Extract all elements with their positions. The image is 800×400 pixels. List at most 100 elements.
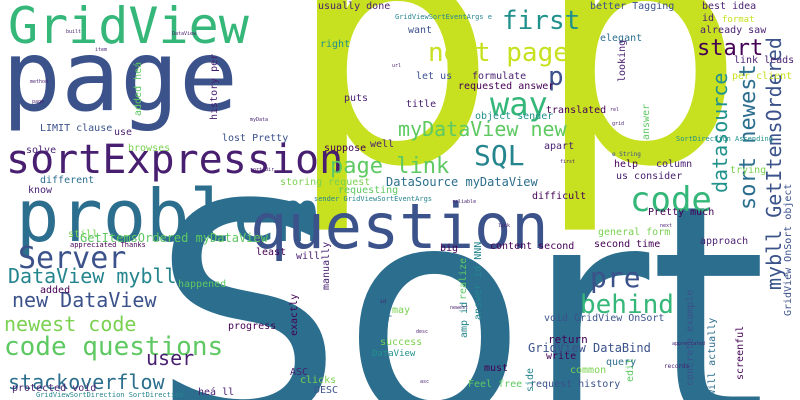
word-formulate: formulate xyxy=(472,71,527,82)
word-pretty-much: Pretty much xyxy=(648,207,715,218)
word-newest-tiny: newest xyxy=(450,305,469,311)
word-rel-tiny: rel xyxy=(610,107,620,113)
word-desc: DESC xyxy=(314,385,339,396)
word-well: well xyxy=(370,139,395,150)
word-sortdirection-ascending: SortDirection Ascending xyxy=(676,135,773,143)
word-must: must xyxy=(484,363,509,374)
word-pre: pre xyxy=(590,261,641,294)
word-want: want xyxy=(408,25,433,36)
word-side: side xyxy=(525,367,536,392)
word-mydata-tiny: myData xyxy=(250,117,269,123)
word-hea-ll: heá ll xyxy=(198,387,235,398)
word-use: use xyxy=(114,127,133,138)
word-apart: apart xyxy=(544,141,575,152)
word-records: records xyxy=(664,363,690,370)
word-server: Server xyxy=(18,241,127,276)
word-url: url xyxy=(392,63,402,69)
word-know: know xyxy=(28,185,53,196)
word-start: start xyxy=(697,36,764,61)
word-manually: manually xyxy=(321,241,332,290)
word-looking: looking xyxy=(617,39,628,82)
word-answer: answer xyxy=(641,103,652,140)
word-page-link: page link xyxy=(330,154,450,179)
word-gridview-databind: GridView DataBind xyxy=(528,341,651,355)
word-string: e String xyxy=(612,151,641,158)
word-built: built xyxy=(66,29,82,35)
word-per-client: per client xyxy=(732,71,793,82)
word-lost-pretty: lost Pretty xyxy=(222,133,289,144)
word-way: way xyxy=(490,85,548,123)
word-still: still xyxy=(68,229,99,240)
word-trying: trying xyxy=(730,165,767,176)
word-suppose: suppose xyxy=(324,143,367,154)
word-requested-answer: requested answer xyxy=(458,81,555,92)
word-exactly: exactly xyxy=(289,293,300,336)
word-asc: ASC xyxy=(290,367,309,378)
word-protected-void: protected void xyxy=(12,383,97,394)
word-reliable: reliable xyxy=(452,199,477,205)
word-solve: solve xyxy=(26,145,57,156)
word-least: least xyxy=(256,247,287,258)
word-link-leads: link leads xyxy=(734,55,795,66)
word-dataview: DataView xyxy=(372,349,416,359)
word-p-small: p xyxy=(548,62,564,92)
word-page-tiny: page xyxy=(32,99,45,105)
word-puts: puts xyxy=(344,93,369,104)
word-progress: progress xyxy=(228,321,277,332)
word-difficult: difficult xyxy=(532,191,587,202)
word-p-second: p xyxy=(535,0,745,239)
word-gridview: GridView xyxy=(8,0,249,55)
word-will: will xyxy=(296,251,321,262)
word-may: may xyxy=(392,305,411,316)
word-gridviewsorteventargs-e: GridViewSortEventArgs e xyxy=(395,13,492,21)
word-query: query xyxy=(606,357,637,368)
word-dataview-mybll: DataView mybll xyxy=(8,264,177,288)
word-gridview-onsort-object: GridView OnSort object xyxy=(783,183,794,316)
word-question: question xyxy=(250,190,549,263)
word-approach: approach xyxy=(700,236,749,247)
word-success: success xyxy=(380,337,423,348)
word-common: common xyxy=(570,365,607,376)
word-first-tiny: first xyxy=(560,159,576,165)
word-problem: problem xyxy=(16,174,320,258)
word-answer-id-nnn: answer id NNN xyxy=(473,241,484,320)
word-sort: Sort xyxy=(152,141,767,400)
word-will-actually: will actually xyxy=(707,317,718,396)
word-object-sender: object sender xyxy=(475,111,554,122)
word-big: big xyxy=(440,243,459,254)
word-storing-request: storing request xyxy=(280,177,371,188)
word-newest-code: newest code xyxy=(4,312,137,336)
word-added-hea: added heá xyxy=(133,61,144,116)
word-p: p xyxy=(287,0,497,239)
word-first: first xyxy=(502,6,581,36)
word-user: user xyxy=(146,346,195,370)
word-return: return xyxy=(548,333,588,346)
word-grid-tiny: grid xyxy=(612,121,625,127)
word-void-gridview-onsort: void GridView OnSort xyxy=(544,313,665,324)
word-id: id xyxy=(702,13,715,24)
word-history-per: history per xyxy=(209,53,220,120)
word-already-saw: already saw xyxy=(700,25,767,36)
word-far: far xyxy=(374,313,393,324)
word-elegant: elegant xyxy=(600,33,643,44)
word-better-tagging: better Tagging xyxy=(590,1,675,12)
word-general-form: general form xyxy=(598,227,671,238)
word-dataview-tiny: DataView xyxy=(172,31,197,37)
word-column: column xyxy=(656,159,693,170)
word-stackoverflow: stackoverflow xyxy=(8,370,165,394)
word-asc-tiny: asc xyxy=(420,379,430,385)
word-second-time: second time xyxy=(594,239,661,250)
word-format: format xyxy=(722,15,755,25)
word-concrete-example: concrete example xyxy=(685,289,696,386)
word-happened: happened xyxy=(178,279,227,290)
word-datasource-mydataview: DataSource myDataView xyxy=(386,175,538,189)
word-datasource: datasource xyxy=(708,72,732,193)
word-best-idea: best idea xyxy=(702,1,757,12)
word-write: write xyxy=(546,351,577,362)
word-next-tiny: next xyxy=(660,223,673,229)
word-sortexpression: sortExpression xyxy=(6,137,344,183)
word-feel-free: Feel free xyxy=(468,379,523,390)
word-content-second: content second xyxy=(490,241,575,252)
word-let-us: let us xyxy=(416,71,453,82)
